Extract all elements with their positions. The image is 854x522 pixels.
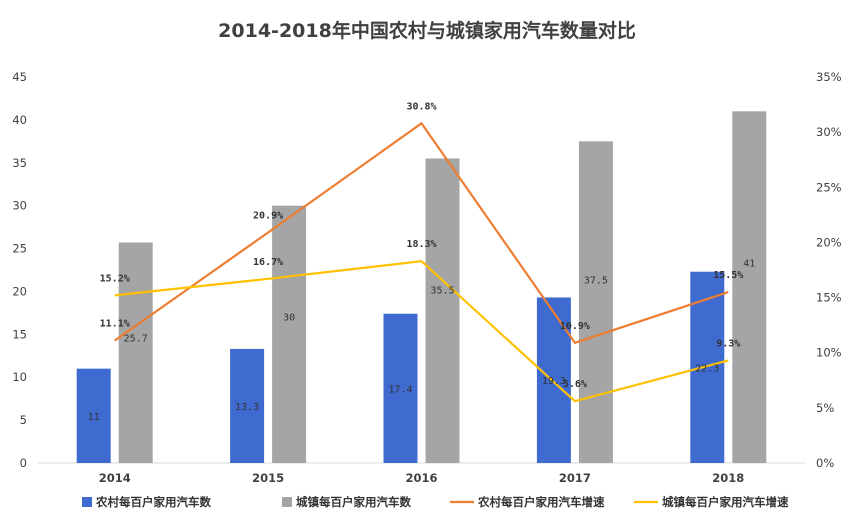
series-line — [114, 260, 729, 403]
line-value-label: 16.7% — [253, 257, 283, 268]
y-left-tick-label: 15 — [12, 327, 27, 341]
legend-swatch — [82, 497, 92, 507]
legend-label: 农村每百户家用汽车数 — [95, 495, 211, 509]
y-right-tick-label: 10% — [816, 346, 842, 360]
bar-value-label: 35.5 — [430, 285, 454, 296]
y-right-tick-label: 35% — [816, 70, 842, 84]
x-tick-label: 2018 — [712, 471, 744, 485]
y-right-tick-label: 0% — [816, 456, 834, 470]
bar — [425, 158, 460, 463]
bar — [272, 205, 307, 463]
bar — [732, 111, 767, 464]
y-left-tick-label: 40 — [12, 113, 27, 127]
line-value-label: 11.1% — [100, 319, 130, 330]
y-left-tick-label: 25 — [12, 242, 27, 256]
lines — [114, 122, 729, 403]
legend-label: 城镇每百户家用汽车增速 — [662, 495, 789, 509]
series-line — [114, 122, 729, 344]
axes: 0 5 10 15 20 25 30 35 40 45 0% 5% 10% 15% 20% 25% 30% 35%… — [12, 70, 841, 485]
bar — [76, 368, 111, 463]
y-right-tick-label: 5% — [816, 401, 834, 415]
bar-value-label: 22.3 — [695, 363, 719, 374]
line-value-label: 10.9% — [560, 321, 590, 332]
legend-swatch — [282, 497, 292, 507]
bar-value-label: 11 — [88, 412, 100, 423]
bar — [536, 297, 571, 463]
x-tick-label: 2014 — [99, 471, 131, 485]
bar-value-label: 19.3 — [542, 376, 566, 387]
y-left-tick-label: 30 — [12, 199, 27, 213]
line-value-label: 18.3% — [406, 239, 436, 250]
legend-label: 城镇每百户家用汽车数 — [296, 495, 411, 509]
y-right-tick-label: 20% — [816, 235, 842, 249]
y-left-tick-label: 10 — [12, 370, 27, 384]
y-right-tick-label: 15% — [816, 291, 842, 305]
bar-value-label: 13.3 — [235, 402, 259, 413]
bar — [230, 348, 265, 463]
line-value-label: 15.2% — [100, 273, 130, 284]
y-left-tick-label: 20 — [12, 284, 27, 298]
legend-label: 农村每百户家用汽车增速 — [477, 495, 605, 509]
legend: 农村每百户家用汽车数 城镇每百户家用汽车数 农村每百户家用汽车增速 城镇每百户家用汽车… — [82, 495, 789, 509]
data-labels: 11 13.3 17.4 19.3 22.3 25.7 30 35.5 37.5 41 11.1% 2… — [88, 101, 756, 423]
y-left-tick-label: 45 — [12, 70, 27, 84]
y-right-tick-label: 30% — [816, 125, 842, 139]
bars — [76, 111, 767, 464]
bar-value-label: 41 — [743, 259, 755, 270]
bar — [118, 242, 153, 463]
line-value-label: 20.9% — [253, 211, 283, 222]
bar-value-label: 17.4 — [388, 384, 412, 395]
line-value-label: 15.5% — [713, 270, 743, 281]
bar-value-label: 30 — [283, 312, 295, 323]
line-value-label: 30.8% — [406, 101, 436, 112]
line-value-label: 9.3% — [716, 338, 740, 349]
y-right-tick-label: 25% — [816, 180, 842, 194]
y-left-tick-label: 5 — [20, 413, 27, 427]
x-tick-label: 2016 — [405, 471, 437, 485]
x-tick-label: 2017 — [559, 471, 591, 485]
line-value-label: 5.6% — [563, 379, 587, 390]
bar-value-label: 25.7 — [124, 333, 148, 344]
x-tick-label: 2015 — [252, 471, 284, 485]
bar — [383, 313, 418, 463]
bar-value-label: 37.5 — [584, 276, 608, 287]
y-left-tick-label: 35 — [12, 156, 27, 170]
chart-title: 2014-2018年中国农村与城镇家用汽车数量对比 — [218, 19, 636, 42]
y-left-tick-label: 0 — [20, 456, 27, 470]
bar — [578, 141, 613, 464]
